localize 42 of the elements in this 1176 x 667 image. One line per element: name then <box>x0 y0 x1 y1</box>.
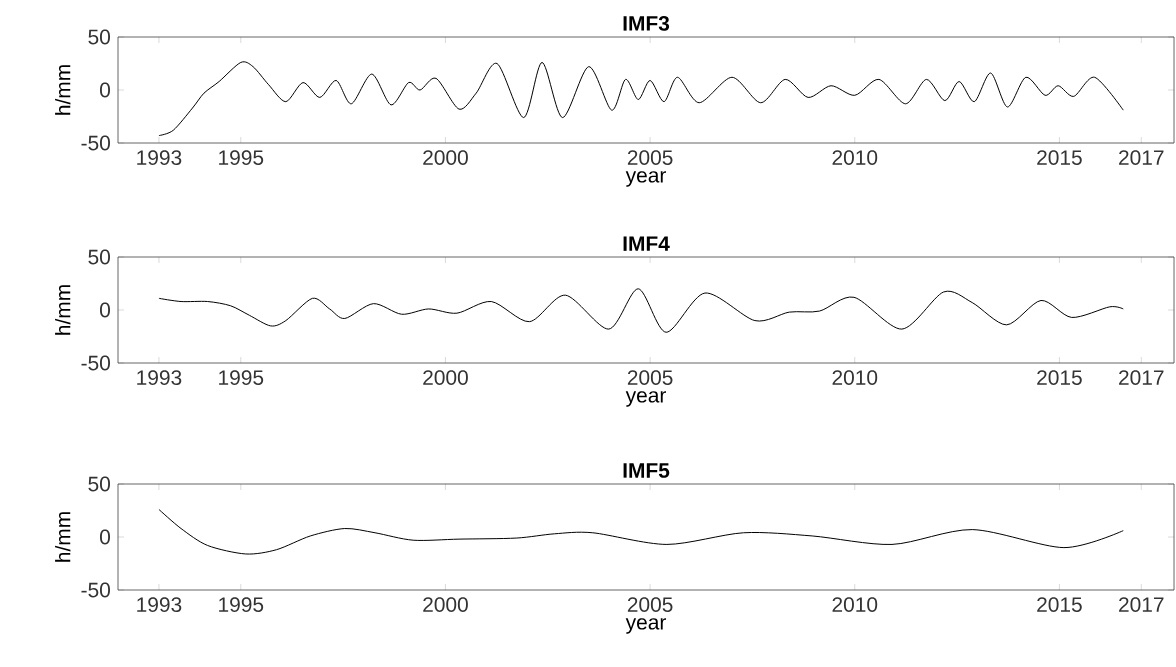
x-tick-label: 2000 <box>423 150 468 165</box>
x-axis-title: year <box>625 391 667 407</box>
x-tick-label: 1993 <box>137 150 182 165</box>
y-tick-label: -50 <box>81 135 110 151</box>
y-tick-label: -50 <box>81 355 110 371</box>
line-series <box>158 508 1124 555</box>
y-axis-title: h/mm <box>55 285 71 335</box>
chart-title: IMF4 <box>623 236 670 251</box>
x-tick-label: 1995 <box>219 597 264 612</box>
y-tick-label: 0 <box>100 529 110 545</box>
line-series <box>158 61 1124 137</box>
x-axis-title: year <box>625 618 667 634</box>
y-axis-title: h/mm <box>55 512 71 562</box>
x-tick-label: 2010 <box>832 150 878 165</box>
x-tick-label: 1995 <box>219 150 264 165</box>
x-tick-label: 1995 <box>219 370 264 385</box>
x-tick-label: 1993 <box>137 597 182 612</box>
y-tick-label: 0 <box>100 82 110 98</box>
x-tick-label: 2015 <box>1037 150 1082 165</box>
x-tick-label: 2015 <box>1037 370 1082 385</box>
x-tick-label: 2000 <box>423 597 468 612</box>
x-tick-label: 2010 <box>832 597 878 612</box>
y-tick-label: 50 <box>88 29 110 45</box>
x-tick-label: 2005 <box>627 370 673 385</box>
x-tick-label: 1993 <box>137 370 182 385</box>
x-tick-label: 2000 <box>423 370 468 385</box>
x-tick-label: 2005 <box>627 597 673 612</box>
y-axis-title: h/mm <box>55 65 71 115</box>
x-tick-label: 2017 <box>1119 597 1164 612</box>
line-series <box>158 288 1124 333</box>
chart-title: IMF3 <box>623 16 670 31</box>
y-tick-label: 50 <box>88 249 110 265</box>
x-tick-label: 2017 <box>1119 370 1164 385</box>
x-tick-label: 2015 <box>1037 597 1082 612</box>
y-tick-label: -50 <box>81 582 110 598</box>
x-tick-label: 2005 <box>627 150 673 165</box>
x-tick-label: 2010 <box>832 370 878 385</box>
chart-title: IMF5 <box>623 463 670 478</box>
y-tick-label: 50 <box>88 476 110 492</box>
y-tick-label: 0 <box>100 302 110 318</box>
x-tick-label: 2017 <box>1119 150 1164 165</box>
x-axis-title: year <box>625 171 667 187</box>
